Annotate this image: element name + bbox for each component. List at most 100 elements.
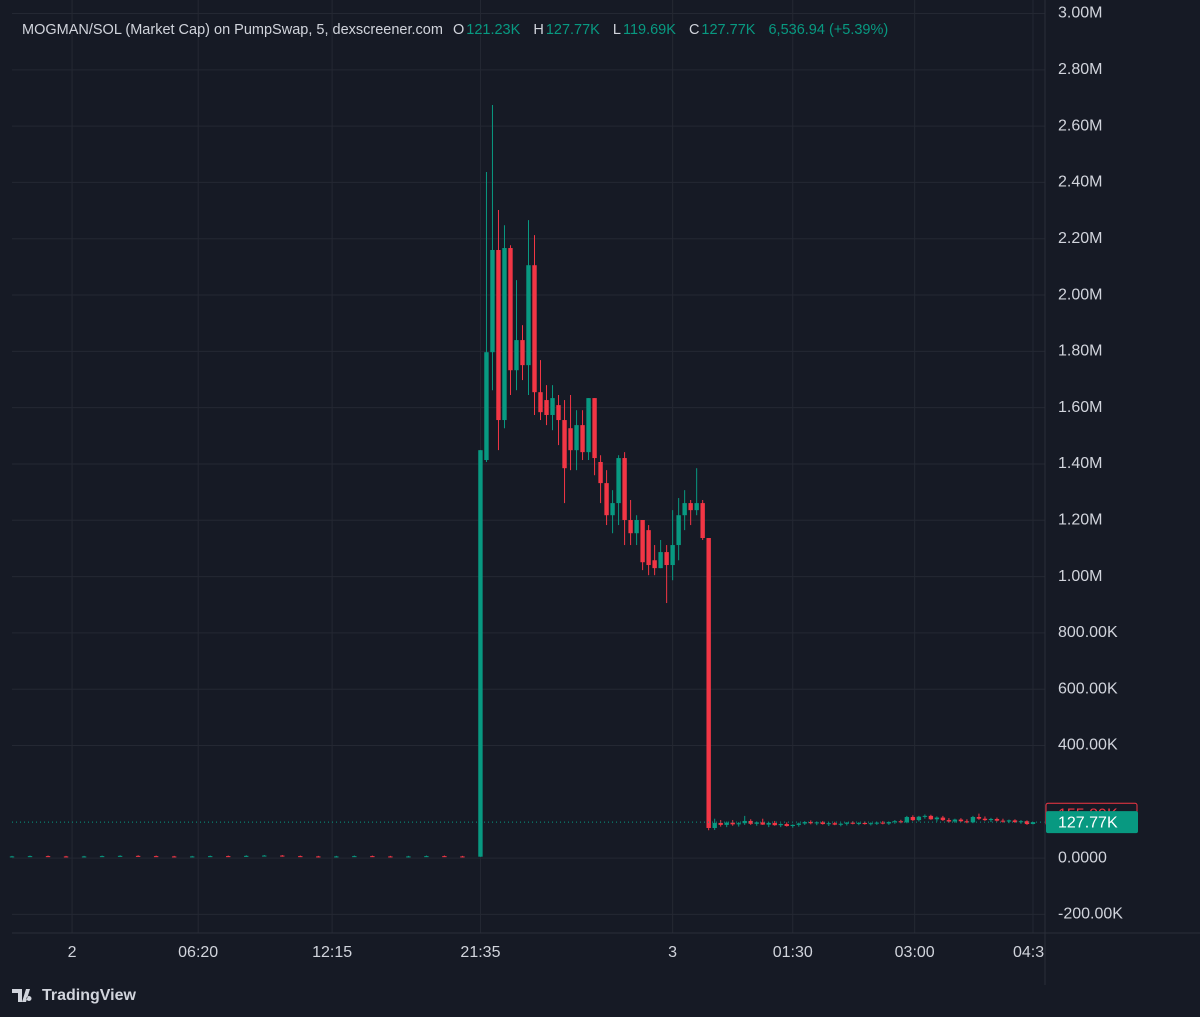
candle-body [712,822,717,828]
candle-body [520,340,525,366]
candle-body [586,398,591,453]
y-tick-label: 1.60M [1058,399,1102,416]
candle-body [1000,820,1006,822]
candle-body [766,822,771,825]
x-tick-label: 2 [68,944,77,961]
candle-body [970,817,976,823]
y-tick-label: 1.00M [1058,568,1102,585]
candle-body [1012,820,1018,823]
candle-body [1024,821,1030,825]
candle-body [670,545,675,566]
candle-body [514,340,519,371]
candle-body [298,856,303,858]
candle-body [880,822,886,824]
candle-body [928,815,934,820]
x-tick-label: 12:15 [312,944,352,961]
candle-body [886,822,892,824]
y-tick-label: 2.60M [1058,117,1102,134]
candle-body [724,822,729,825]
candle-body [496,250,501,421]
candle-body [682,503,687,516]
candle-body [730,822,735,825]
candle-body [460,856,465,858]
x-tick-label: 01:30 [773,944,813,961]
legend-value: 121.23K [466,22,521,38]
x-tick-label: 3 [668,944,677,961]
candle-body [628,519,633,534]
x-tick-label: 21:35 [460,944,500,961]
y-tick-label: 2.20M [1058,230,1102,247]
candle-body [862,822,868,825]
candle-body [736,823,741,825]
candle-body [244,855,249,857]
candle-body [778,824,783,826]
candle-body [976,817,982,819]
y-tick-label: 1.20M [1058,511,1102,528]
candle-body [622,458,627,520]
legend-key: L [612,22,621,38]
candle-body [910,817,916,821]
candle-body [262,855,267,857]
plot-area [9,105,1045,858]
candle-body [171,856,177,858]
price-label: 127.77K [1058,814,1118,831]
y-tick-label: 600.00K [1058,680,1118,697]
candle-body [838,823,844,825]
candle-body [652,560,657,569]
candle-body [544,400,549,415]
candle-body [646,530,651,566]
candle-body [640,519,645,563]
candle-body [760,822,765,825]
legend-title: MOGMAN/SOL (Market Cap) on PumpSwap, 5, … [22,22,443,38]
candle-body [538,392,543,413]
candle-body [1006,820,1012,822]
candle-body [826,823,831,825]
candle-body [99,856,105,858]
legend-value: 127.77K [701,22,756,38]
candle-body [982,818,988,821]
candle-body [922,815,928,817]
candle-body [9,856,15,858]
candle-body [153,856,159,858]
y-tick-label: 1.80M [1058,343,1102,360]
candle-body [796,823,801,825]
price-label-box [1046,811,1138,834]
candle-body [634,519,639,534]
candle-body [532,265,537,393]
candle-body [694,503,699,511]
axes: -200.00K 0.0000 400.00K 600.00K 800.00K 1.00M… [68,5,1138,961]
watermark: TradingView [42,987,137,1004]
candle-body [484,352,489,461]
candle-body [81,856,87,858]
candle-body [856,822,862,824]
candle-body [892,821,898,823]
candle-body [556,405,561,421]
legend-key: C [688,22,700,38]
candle-body [790,824,795,827]
candle-body [502,248,507,421]
legend-key: O [452,22,465,38]
candle-body [706,538,711,828]
candle-body [808,822,813,824]
candle-body [964,821,970,823]
candle-body [874,822,880,824]
candle-body [676,515,681,546]
candle-body [598,461,603,484]
candle-body [616,458,621,504]
candle-body [352,856,357,858]
candle-body [994,818,1000,821]
candle-body [478,450,483,857]
candle-body [135,855,141,857]
legend-value: 119.69K [622,22,676,38]
candle-body [952,819,958,822]
candle-body [802,822,807,824]
candle-body [592,398,597,459]
candle-body [946,820,952,822]
candle-body [718,822,723,825]
candle-body [610,503,615,516]
candle-body [580,425,585,453]
x-tick-label: 06:20 [178,944,218,961]
y-tick-label: -200.00K [1058,906,1123,923]
